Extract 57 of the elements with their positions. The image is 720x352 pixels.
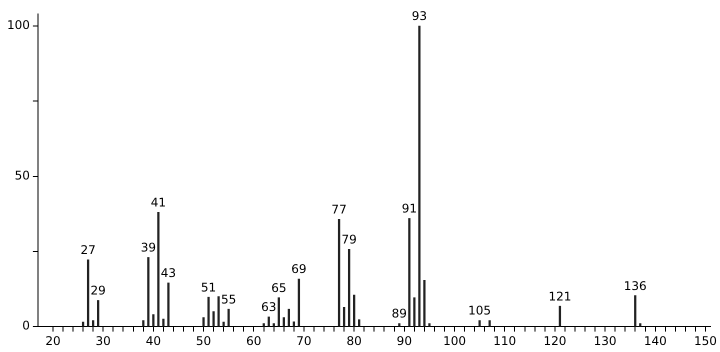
bar [142,320,144,326]
annotation: 63 [261,300,276,314]
annotation: 43 [160,266,176,280]
x-tick-label: 120 [543,334,566,348]
annotation: 29 [90,284,106,298]
annotation: 27 [80,242,96,257]
bar [152,314,154,326]
bar [212,311,215,326]
annotation: 79 [341,232,357,246]
x-tick-label: 110 [493,334,516,348]
annotation: 89 [392,306,407,321]
bar [272,323,275,326]
bar [278,297,280,326]
annotation: 51 [200,280,216,294]
bar [634,295,636,326]
bar [353,294,356,326]
x-tick-label: 20 [45,334,61,348]
bar [358,319,360,326]
annotation: 136 [624,278,647,293]
bar [288,308,290,326]
bar [147,257,150,326]
bar [639,323,642,326]
bar [408,218,410,326]
annotation: 91 [402,202,417,216]
annotation: 77 [331,202,347,216]
bar [222,322,225,326]
annotation: 39 [140,240,156,255]
x-tick-label: 30 [96,334,111,348]
x-tick-label: 70 [296,334,312,348]
bar [262,323,265,326]
annotation: 105 [468,304,492,318]
bar [268,316,270,326]
x-tick-label: 90 [396,334,412,348]
y-tick-label: 100 [7,18,30,32]
x-tick-label: 60 [246,334,262,348]
y-tick-label: 50 [14,168,30,182]
x-tick-label: 80 [346,334,362,348]
annotation: 121 [548,289,572,304]
x-tick-label: 40 [146,334,161,348]
bar [282,317,285,326]
x-tick-label: 50 [196,334,212,348]
y-tick-label: 0 [22,318,30,333]
annotation: 41 [150,196,166,210]
annotation: 65 [271,280,286,295]
x-tick-label: 150 [694,334,717,348]
x-tick-label: 140 [644,334,667,348]
x-tick-label: 100 [443,334,466,348]
annotation: 69 [291,262,307,276]
bar [398,323,400,326]
x-tick-label: 130 [594,334,617,348]
bar [413,297,416,326]
annotation: 55 [221,292,236,306]
bar [488,320,491,326]
annotation: 93 [412,9,428,24]
bar [97,300,100,326]
bar [157,212,160,326]
bar [228,308,230,326]
